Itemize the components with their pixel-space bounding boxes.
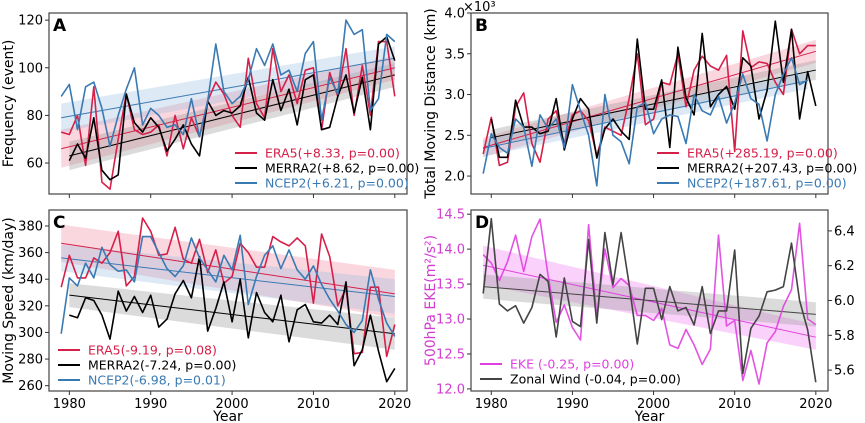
legend-entry: MERRA2(+8.62, p=0.00) bbox=[265, 161, 419, 176]
y-tick-label: 120 bbox=[18, 14, 43, 29]
y-tick-label: 13.5 bbox=[436, 278, 465, 293]
y-tick-label: 260 bbox=[18, 379, 43, 394]
y-tick-label: 80 bbox=[26, 109, 43, 124]
ci-band-merra2 bbox=[69, 283, 395, 350]
y-tick-label: 13.0 bbox=[436, 313, 465, 328]
y-tick-label: 12.0 bbox=[436, 382, 465, 397]
y-multiplier-label: ×10³ bbox=[463, 0, 496, 15]
series-line-zonal-wind bbox=[482, 217, 817, 383]
x-tick-label: 2000 bbox=[216, 397, 249, 412]
y-tick-label: 360 bbox=[18, 246, 43, 261]
y-tick-label: 320 bbox=[18, 299, 43, 314]
y-tick-label: 380 bbox=[18, 219, 43, 234]
legend-entry: ERA5(-9.19, p=0.08) bbox=[88, 343, 217, 358]
y-right-tick-label: 6.4 bbox=[834, 224, 855, 239]
trend-line-era5 bbox=[61, 242, 395, 295]
legend-entry: Zonal Wind (-0.04, p=0.00) bbox=[510, 372, 681, 387]
x-tick-label: 2010 bbox=[718, 397, 751, 412]
series-line-era5 bbox=[482, 28, 816, 167]
y-tick-label: 12.5 bbox=[436, 347, 465, 362]
x-tick-label: 2020 bbox=[799, 397, 832, 412]
plot-area bbox=[60, 19, 396, 190]
ci-band-merra2 bbox=[491, 60, 816, 146]
trend-line-ncep2 bbox=[61, 57, 395, 119]
y-tick-label: 2.0 bbox=[444, 170, 465, 185]
series-line-merra2 bbox=[69, 255, 396, 383]
axes-frame bbox=[470, 12, 829, 195]
legend-entry: MERRA2(+207.43, p=0.00) bbox=[687, 161, 857, 176]
plot-area bbox=[482, 217, 817, 385]
y-right-tick-label: 6.2 bbox=[834, 259, 855, 274]
series-line-ncep2 bbox=[482, 56, 809, 187]
plot-area bbox=[482, 20, 817, 187]
trend-line-era5 bbox=[483, 50, 816, 149]
legend-entry: ERA5(+285.19, p=0.00) bbox=[687, 146, 838, 161]
x-tick-label: 2010 bbox=[297, 397, 330, 412]
legend-entry: NCEP2(-6.98, p=0.01) bbox=[88, 373, 226, 388]
panel-label: A bbox=[53, 16, 67, 36]
y-axis-label: Frequency (event) bbox=[1, 40, 17, 168]
legend-entry: MERRA2(-7.24, p=0.00) bbox=[88, 358, 236, 373]
y-axis-label: Moving Speed (km/day) bbox=[1, 217, 17, 384]
y-axis-label: Total Moving Distance (km) bbox=[423, 8, 439, 200]
panel-c: 1980 1990 2000 2010 2020 260 280 300 320 340 360 38… bbox=[1, 209, 411, 423]
legend-entry: NCEP2(+6.21, p=0.00) bbox=[265, 176, 409, 191]
axes-frame bbox=[48, 12, 408, 195]
series-line-merra2 bbox=[68, 35, 396, 181]
x-tick-label: 2000 bbox=[637, 397, 670, 412]
panel-label: C bbox=[53, 213, 65, 233]
plot-area bbox=[60, 217, 396, 383]
series-line-eke bbox=[482, 218, 817, 385]
x-axis-label: Year bbox=[212, 409, 243, 423]
y-tick-label: 340 bbox=[18, 273, 43, 288]
x-axis-label: Year bbox=[634, 409, 665, 423]
axes-frame bbox=[48, 209, 408, 392]
y-tick-label: 3.0 bbox=[444, 88, 465, 103]
legend-entry: ERA5(+8.33, p=0.00) bbox=[265, 146, 400, 161]
y-tick-label: 14.5 bbox=[436, 208, 465, 223]
panel-label: B bbox=[475, 16, 488, 36]
y-right-tick-label: 5.6 bbox=[834, 364, 855, 379]
trend-line-ncep2 bbox=[61, 257, 395, 298]
y-tick-label: 100 bbox=[18, 61, 43, 76]
series-line-era5 bbox=[60, 217, 396, 358]
x-tick-label: 1990 bbox=[556, 397, 589, 412]
y-tick-label: 2.5 bbox=[444, 129, 465, 144]
y-tick-label: 280 bbox=[18, 353, 43, 368]
series-line-ncep2 bbox=[60, 19, 396, 148]
y-tick-label: 300 bbox=[18, 326, 43, 341]
y-tick-label: 4.0 bbox=[444, 7, 465, 22]
series-line-merra2 bbox=[490, 20, 817, 159]
series-line-ncep2 bbox=[60, 234, 396, 337]
y-tick-label: 3.5 bbox=[444, 47, 465, 62]
panel-label: D bbox=[475, 213, 489, 233]
y-axis-label: 500hPa EKE(m²/s²) bbox=[423, 235, 439, 366]
legend-entry: EKE (-0.25, p=0.00) bbox=[510, 357, 634, 372]
x-tick-label: 1990 bbox=[134, 397, 167, 412]
panel-b: 2.0 2.5 3.0 3.5 4.0 Total Moving Distance (km… bbox=[423, 0, 857, 200]
y-right-tick-label: 6.0 bbox=[834, 294, 855, 309]
ci-band-eke bbox=[483, 245, 816, 350]
y-right-tick-label: 5.8 bbox=[834, 329, 855, 344]
panel-d: 1980 1990 2000 2010 2020 12.0 12.5 13.0 13.5 14.0… bbox=[423, 208, 865, 423]
x-tick-label: 1980 bbox=[53, 397, 86, 412]
y-tick-label: 60 bbox=[26, 157, 43, 172]
x-tick-label: 2020 bbox=[378, 397, 411, 412]
trend-line-merra2 bbox=[69, 294, 395, 335]
y-tick-label: 14.0 bbox=[436, 243, 465, 258]
legend-entry: NCEP2(+187.61, p=0.00) bbox=[687, 176, 847, 191]
x-tick-label: 1980 bbox=[475, 397, 508, 412]
trend-line-merra2 bbox=[491, 69, 816, 139]
